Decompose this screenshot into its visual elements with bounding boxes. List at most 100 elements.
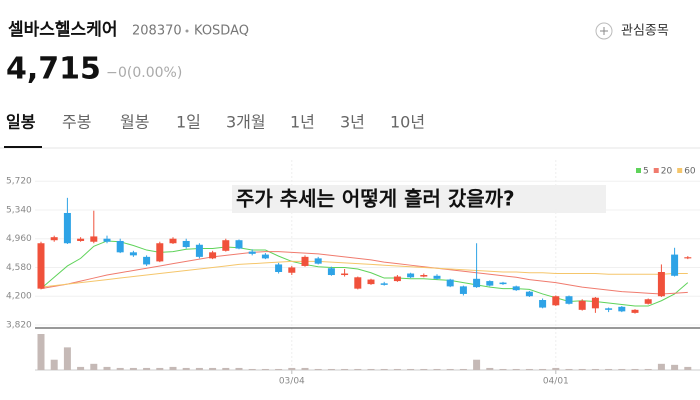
volume-bar bbox=[393, 368, 401, 370]
volume-bar bbox=[684, 366, 692, 370]
chart-title: 주가 추세는 어떻게 흘러 갔을까? bbox=[236, 187, 515, 211]
watch-button[interactable]: 관심종목 bbox=[621, 24, 669, 39]
volume-bar bbox=[103, 366, 111, 370]
candle-body bbox=[684, 257, 692, 259]
tab[interactable]: 3개월 bbox=[226, 113, 266, 132]
volume-bar bbox=[499, 368, 507, 370]
volume-bar bbox=[235, 367, 243, 370]
volume-bar bbox=[380, 368, 388, 370]
candle-body bbox=[209, 252, 217, 259]
tab[interactable]: 10년 bbox=[390, 113, 425, 132]
candle-body bbox=[631, 309, 639, 313]
candle-body bbox=[499, 282, 507, 285]
candle-body bbox=[248, 251, 256, 254]
volume-bar bbox=[407, 368, 415, 370]
volume-bar bbox=[275, 368, 283, 370]
candle-body bbox=[275, 264, 283, 272]
candle-body bbox=[565, 296, 573, 304]
candle-body bbox=[37, 243, 45, 289]
legend-label: 60 bbox=[684, 167, 696, 177]
volume-bar bbox=[433, 368, 441, 370]
tab[interactable]: 1일 bbox=[176, 113, 201, 132]
tab[interactable]: 주봉 bbox=[62, 113, 91, 132]
volume-bar bbox=[182, 367, 190, 370]
ma-line bbox=[40, 260, 688, 288]
candle-body bbox=[314, 258, 322, 264]
candle-body bbox=[156, 243, 164, 262]
candle-body bbox=[235, 240, 243, 249]
candle-body bbox=[288, 267, 296, 273]
volume-bar bbox=[525, 368, 533, 370]
candle-body bbox=[512, 286, 520, 291]
candle-body bbox=[341, 273, 349, 276]
candle-body bbox=[671, 254, 679, 276]
tab[interactable]: 일봉 bbox=[6, 113, 36, 132]
candle-body bbox=[486, 281, 494, 286]
volume-bar bbox=[578, 368, 586, 370]
volume-bar bbox=[222, 367, 230, 370]
volume-bar bbox=[90, 363, 98, 370]
candle-body bbox=[50, 237, 58, 241]
change-sign: − bbox=[106, 65, 118, 81]
candle-body bbox=[407, 273, 415, 278]
volume-bar bbox=[314, 368, 322, 370]
candle-body bbox=[327, 268, 335, 276]
volume-bar bbox=[486, 367, 494, 370]
volume-bar bbox=[565, 368, 573, 370]
volume-bar bbox=[420, 368, 428, 370]
plus bbox=[600, 27, 608, 35]
volume-bar bbox=[116, 367, 124, 370]
candle-body bbox=[605, 308, 613, 310]
volume-bar bbox=[341, 368, 349, 370]
candle-body bbox=[103, 238, 111, 242]
volume-bar bbox=[631, 368, 639, 370]
volume-bar bbox=[209, 367, 217, 370]
candle-body bbox=[222, 240, 230, 251]
candle-body bbox=[195, 244, 203, 257]
volume-bar bbox=[143, 367, 151, 370]
watch-icon[interactable] bbox=[595, 22, 613, 40]
volume-bar bbox=[354, 368, 362, 370]
y-tick-label: 4,200 bbox=[6, 292, 32, 302]
tab[interactable]: 3년 bbox=[340, 113, 365, 132]
candle-body bbox=[446, 279, 454, 287]
volume-bar bbox=[327, 368, 335, 370]
y-tick-label: 4,580 bbox=[6, 263, 32, 273]
y-tick-label: 5,720 bbox=[6, 177, 32, 187]
legend-label: 5 bbox=[643, 167, 649, 177]
legend-swatch bbox=[653, 168, 659, 173]
candle-body bbox=[552, 296, 560, 306]
candle-body bbox=[143, 256, 151, 265]
x-tick-label: 04/01 bbox=[543, 377, 569, 387]
market: KOSDAQ bbox=[194, 24, 249, 39]
candle-body bbox=[301, 256, 309, 266]
volume-bar bbox=[657, 363, 665, 370]
volume-bar bbox=[512, 368, 520, 370]
candle-body bbox=[77, 238, 85, 241]
candle-body bbox=[129, 252, 137, 256]
price: 4,715 bbox=[6, 52, 101, 87]
volume-bar bbox=[50, 359, 58, 370]
candle-body bbox=[354, 277, 362, 289]
candle-body bbox=[116, 240, 124, 253]
candle-body bbox=[539, 300, 547, 308]
candle-body bbox=[644, 299, 652, 304]
candle-body bbox=[420, 275, 428, 277]
candle-body bbox=[169, 238, 177, 244]
candle-body bbox=[473, 278, 481, 288]
tab[interactable]: 월봉 bbox=[120, 113, 149, 132]
volume-bar bbox=[288, 367, 296, 370]
x-tick-label: 03/04 bbox=[279, 377, 305, 387]
volume-bar bbox=[605, 368, 613, 370]
candle-body bbox=[525, 291, 533, 297]
candle-body bbox=[90, 236, 98, 242]
volume-bar bbox=[169, 366, 177, 370]
tab[interactable]: 1년 bbox=[290, 113, 315, 132]
legend-label: 20 bbox=[661, 167, 673, 177]
volume-bar bbox=[446, 368, 454, 370]
candle-body bbox=[367, 279, 375, 285]
volume-bar bbox=[156, 367, 164, 370]
candle-body bbox=[657, 272, 665, 297]
ma-line bbox=[40, 251, 688, 295]
